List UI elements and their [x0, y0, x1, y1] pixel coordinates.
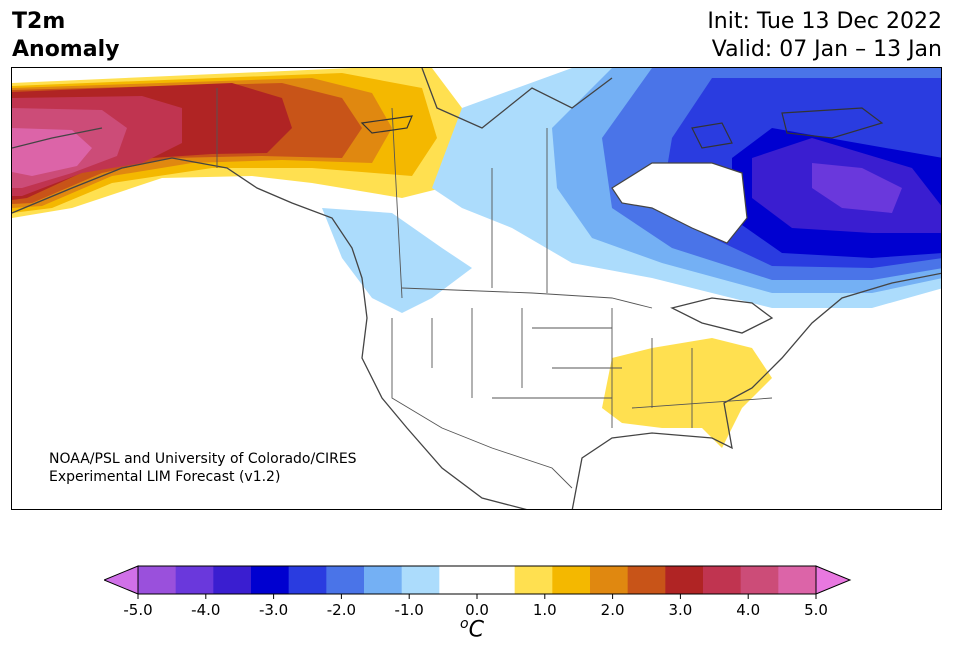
- forecast-dates: Init: Tue 13 Dec 2022 Valid: 07 Jan – 13…: [707, 8, 942, 64]
- colorbar-tick-label: -1.0: [395, 601, 424, 619]
- colorbar-segment: [364, 566, 403, 594]
- colorbar-unit-label: oC: [460, 616, 484, 642]
- colorbar-segment: [138, 566, 177, 594]
- pacific-nw-cold-1: [322, 208, 472, 313]
- colorbar: -5.0 -4.0 -3.0 -2.0 -1.0 0.0 1.0 2.0 3.0 4.0 5.0: [104, 565, 852, 619]
- colorbar-segment: [627, 566, 666, 594]
- hudson-bay: [611, 162, 748, 244]
- colorbar-tick-label: -5.0: [123, 601, 152, 619]
- colorbar-tick-label: -3.0: [259, 601, 288, 619]
- alaska-warm-4-5: [12, 128, 92, 176]
- colorbar-segment: [326, 566, 365, 594]
- colorbar-segment: [552, 566, 591, 594]
- map-canvas: [12, 68, 941, 509]
- colorbar-segment: [514, 566, 553, 594]
- colorbar-tick-label: 0.0: [465, 601, 489, 619]
- colorbar-segment: [703, 566, 742, 594]
- init-date: Init: Tue 13 Dec 2022: [707, 9, 942, 34]
- colorbar-segment: [175, 566, 214, 594]
- colorbar-segment: [401, 566, 440, 594]
- water-bodies: [360, 107, 884, 149]
- canada-cold-4: [812, 163, 902, 213]
- credit-line-2: Experimental LIM Forecast (v1.2): [49, 469, 281, 485]
- colorbar-segment: [740, 566, 779, 594]
- borders: [216, 88, 773, 489]
- title-line-1: T2m: [12, 9, 66, 34]
- colorbar-under-arrow: [104, 565, 139, 595]
- colorbar-segment: [213, 566, 252, 594]
- colorbar-tick-label: 3.0: [668, 601, 692, 619]
- credit-text: NOAA/PSL and University of Colorado/CIRE…: [49, 450, 357, 486]
- colorbar-segment: [477, 566, 516, 594]
- unit-letter: C: [468, 617, 484, 643]
- coastlines: [12, 68, 941, 509]
- valid-range: Valid: 07 Jan – 13 Jan: [711, 37, 942, 62]
- anomaly-map: [11, 67, 942, 510]
- degree-mark: o: [460, 616, 469, 632]
- colorbar-segment: [251, 566, 290, 594]
- colorbar-segment: [439, 566, 478, 594]
- colorbar-tick-label: 2.0: [601, 601, 625, 619]
- colorbar-segment: [590, 566, 629, 594]
- colorbar-tick-label: 5.0: [804, 601, 828, 619]
- colorbar-segment: [778, 566, 817, 594]
- colorbar-tick-label: -2.0: [327, 601, 356, 619]
- map-title: T2m Anomaly: [12, 8, 119, 64]
- colorbar-tick-label: 4.0: [736, 601, 760, 619]
- southeast-warm-1: [602, 338, 772, 448]
- credit-line-1: NOAA/PSL and University of Colorado/CIRE…: [49, 451, 357, 467]
- colorbar-segment: [288, 566, 327, 594]
- colorbar-over-arrow: [815, 565, 852, 595]
- colorbar-tick-label: -4.0: [191, 601, 220, 619]
- title-line-2: Anomaly: [12, 37, 120, 62]
- colorbar-segment: [665, 566, 704, 594]
- colorbar-tick-label: 1.0: [533, 601, 557, 619]
